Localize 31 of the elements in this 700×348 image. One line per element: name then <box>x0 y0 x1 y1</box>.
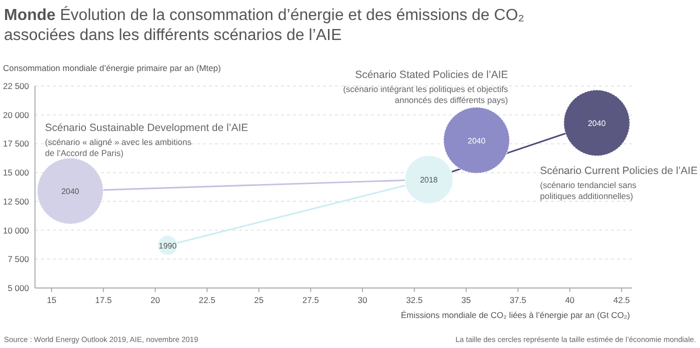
x-tick-label: 30 <box>358 295 368 305</box>
annotation: Scénario Stated Policies de l’AIE (scénario intégrant les politiques et objectifs annoncés des différents pays) <box>343 69 508 105</box>
x-tick-label: 40 <box>565 295 575 305</box>
y-axis-title: Consommation mondiale d’énergie primaire par an (Mtep) <box>3 63 221 73</box>
annotation: 2040 <box>61 187 80 196</box>
x-axis-title: Émissions mondiale de CO₂ liées à l’énergie par an (Gt CO₂) <box>400 310 630 320</box>
x-tick-label: 17.5 <box>95 295 112 305</box>
y-tick-label: 20 000 <box>3 110 30 120</box>
x-tick-label: 35 <box>461 295 472 305</box>
y-tick-label: 12 500 <box>3 196 30 206</box>
annotation: 2040 <box>468 136 486 146</box>
x-tick-label: 42.5 <box>613 295 630 305</box>
x-tick-label: 20 <box>150 295 160 305</box>
chart-title: Monde Évolution de la consommation d’énergie et des émissions de CO₂ associées dans les différents scénarios de l’AIE <box>4 6 524 44</box>
y-tick-label: 5 000 <box>8 283 30 293</box>
annotation: Scénario Sustainable Development de l’AIE (scénario « aligné » avec les ambitions de l’Accord de Paris) <box>45 122 248 158</box>
annotation: Scénario Current Policies de l’AIE (scénario tendanciel sans politiques additionnelles) <box>540 165 698 201</box>
annotation: 2018 <box>420 175 438 184</box>
annotation: 2040 <box>588 118 606 128</box>
y-tick-label: 17 500 <box>3 138 30 149</box>
x-tick-label: 27.5 <box>302 295 320 305</box>
x-tick-label: 25 <box>254 295 264 305</box>
annotation: 1990 <box>158 241 178 250</box>
y-tick-label: 22 500 <box>3 81 30 91</box>
y-tick-label: 15 000 <box>3 168 30 178</box>
x-tick-label: 15 <box>46 295 57 305</box>
x-tick-label: 37.5 <box>510 295 527 305</box>
x-tick-label: 22.5 <box>198 295 216 305</box>
y-tick-label: 10 000 <box>3 225 30 236</box>
x-tick-label: 32.5 <box>406 295 423 305</box>
y-tick-label: 7 500 <box>8 254 30 264</box>
